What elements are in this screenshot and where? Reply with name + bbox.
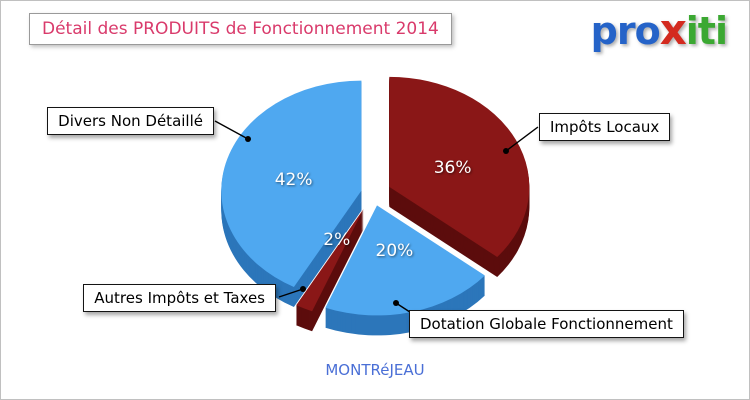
- callout-dot: [393, 300, 399, 306]
- callout-dot: [503, 148, 509, 154]
- pie-slice-top: [325, 205, 485, 316]
- logo-iti: iti: [685, 9, 728, 53]
- slice-label-impots-locaux: Impôts Locaux: [539, 113, 671, 141]
- pie-slice-top: [221, 80, 362, 288]
- callout-line: [278, 288, 304, 298]
- slice-label-divers-non-detaille: Divers Non Détaillé: [47, 107, 214, 135]
- slice-percent-label: 36%: [434, 158, 472, 178]
- pie-slice-3: [221, 80, 362, 308]
- slice-percent-label: 20%: [376, 241, 414, 261]
- callout-dot: [245, 136, 251, 142]
- slice-percent-label: 2%: [323, 230, 350, 250]
- callout-dot: [300, 286, 306, 292]
- slice-label-dotation-globale-fonctionnement: Dotation Globale Fonctionnement: [409, 310, 684, 338]
- slice-percent-label: 42%: [275, 170, 313, 190]
- logo-x: x: [659, 5, 687, 54]
- logo-pro: pro: [590, 9, 661, 53]
- pie-slice-0: [389, 76, 530, 278]
- pie-slice-1: [325, 205, 485, 336]
- pie-slice-top: [389, 76, 530, 258]
- pie-slice-2: [296, 208, 364, 332]
- page-title: Détail des PRODUITS de Fonctionnement 20…: [42, 19, 439, 39]
- callout-line: [214, 120, 249, 140]
- pie-slice-top: [296, 208, 364, 312]
- commune-name: MONTRéJEAU: [325, 361, 425, 379]
- callout-line: [505, 126, 539, 152]
- title-box: Détail des PRODUITS de Fonctionnement 20…: [29, 13, 452, 45]
- proxiti-logo: proxiti: [590, 5, 728, 54]
- slice-label-autres-impots-et-taxes: Autres Impôts et Taxes: [83, 284, 276, 312]
